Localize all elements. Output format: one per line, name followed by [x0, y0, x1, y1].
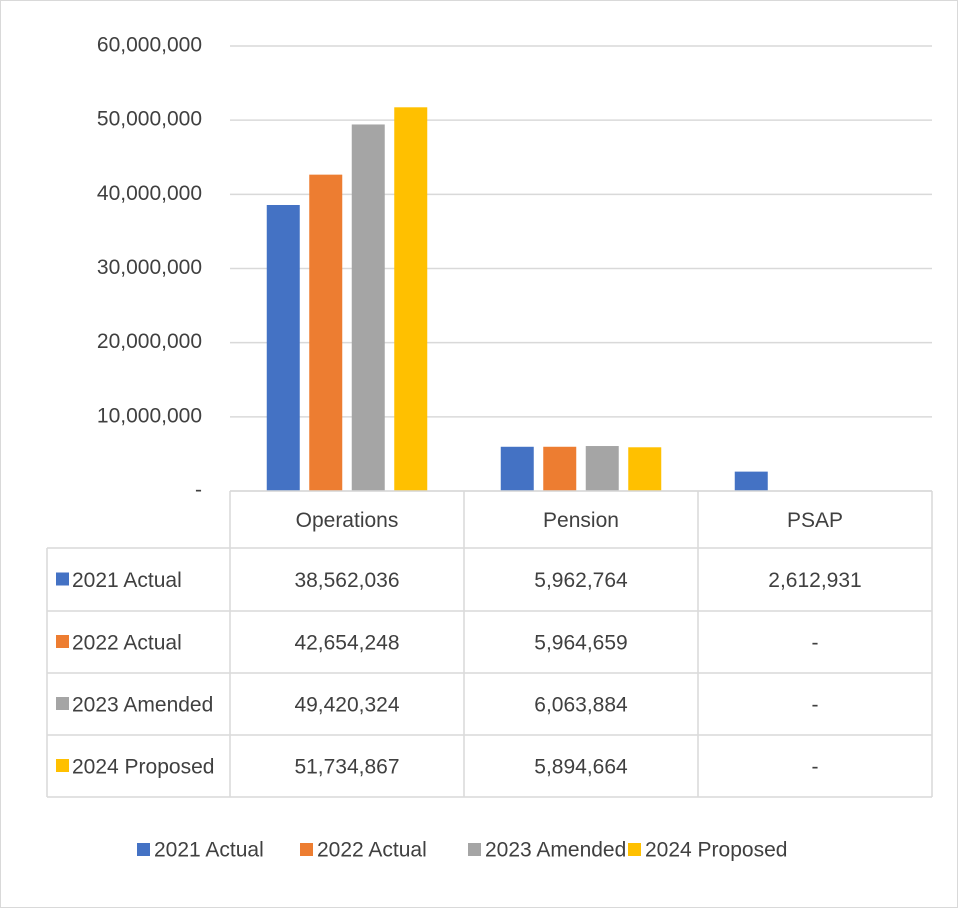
column-header: PSAP [787, 509, 843, 532]
y-tick-label: 50,000,000 [97, 108, 202, 131]
table-cell: 38,562,036 [294, 569, 399, 592]
row-legend-key [56, 759, 69, 772]
row-label: 2022 Actual [72, 632, 182, 655]
table-cell: - [812, 756, 819, 779]
y-tick-label: 10,000,000 [97, 404, 202, 427]
bar [585, 446, 619, 491]
table-cell: - [812, 632, 819, 655]
legend-label: 2021 Actual [154, 839, 264, 862]
table-cell: 5,962,764 [534, 569, 628, 592]
column-header: Pension [543, 509, 619, 532]
bar [309, 174, 343, 492]
bar [543, 446, 577, 491]
table-cell: 5,894,664 [534, 756, 628, 779]
legend-label: 2022 Actual [317, 839, 427, 862]
bar [500, 446, 534, 491]
y-tick-label: 40,000,000 [97, 182, 202, 205]
bar [628, 447, 662, 491]
y-tick-label: 20,000,000 [97, 330, 202, 353]
table-cell: 42,654,248 [294, 632, 399, 655]
row-label: 2024 Proposed [72, 756, 214, 779]
column-header: Operations [296, 509, 399, 532]
row-legend-key [56, 635, 69, 648]
bar [734, 471, 768, 491]
table-cell: 2,612,931 [768, 569, 861, 592]
row-label: 2023 Amended [72, 694, 213, 717]
bar [351, 124, 385, 491]
legend-key [468, 843, 481, 856]
y-tick-label: - [195, 479, 202, 502]
y-tick-label: 30,000,000 [97, 256, 202, 279]
legend-key [137, 843, 150, 856]
bar [266, 204, 300, 491]
legend-label: 2023 Amended [485, 839, 626, 862]
table-cell: - [812, 694, 819, 717]
row-label: 2021 Actual [72, 569, 182, 592]
legend-label: 2024 Proposed [645, 839, 787, 862]
table-cell: 49,420,324 [294, 694, 399, 717]
legend-key [628, 843, 641, 856]
y-tick-label: 60,000,000 [97, 34, 202, 57]
row-legend-key [56, 572, 69, 586]
bar [394, 107, 428, 491]
row-legend-key [56, 697, 69, 710]
legend-key [300, 843, 313, 856]
table-cell: 51,734,867 [294, 756, 399, 779]
table-cell: 5,964,659 [534, 632, 627, 655]
table-cell: 6,063,884 [534, 694, 628, 717]
